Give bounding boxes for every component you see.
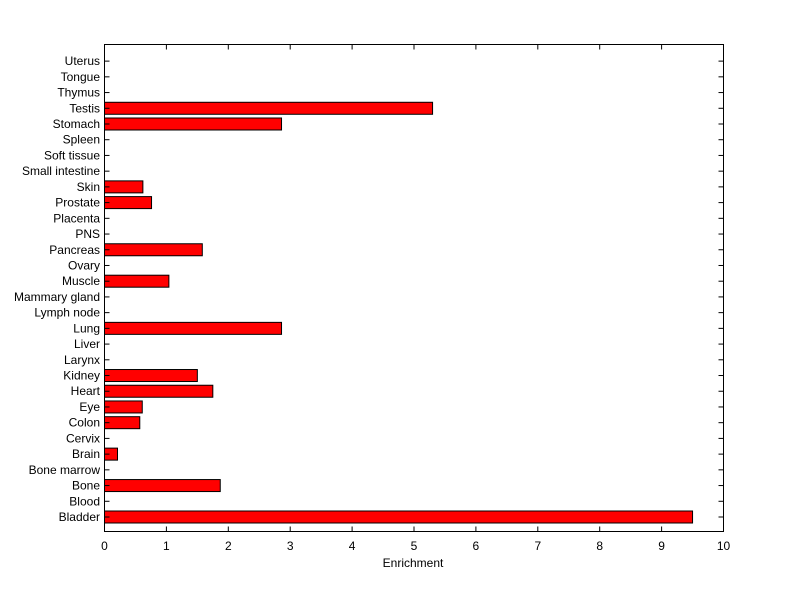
x-tick-label: 2	[225, 539, 232, 553]
y-tick-label: Ovary	[68, 258, 100, 272]
bar-skin	[104, 180, 144, 194]
y-tick-label: Stomach	[53, 117, 100, 131]
y-tick-label: Kidney	[63, 369, 100, 383]
y-tick-label: Testis	[69, 101, 100, 115]
ticks-group	[104, 44, 724, 532]
bar-pancreas	[104, 243, 203, 257]
x-tick-label: 1	[163, 539, 170, 553]
y-tick-label: Lung	[73, 321, 100, 335]
bar-bone	[104, 479, 221, 493]
x-tick-label: 5	[411, 539, 418, 553]
y-tick-label: Bladder	[59, 510, 100, 524]
y-tick-label: Spleen	[63, 133, 100, 147]
x-tick-label: 9	[658, 539, 665, 553]
bar-muscle	[104, 274, 170, 288]
y-tick-label: Cervix	[66, 431, 100, 445]
y-tick-label: Liver	[74, 337, 100, 351]
y-tick-label: Tongue	[61, 70, 101, 84]
y-tick-label: Eye	[79, 400, 100, 414]
x-tick-label: 0	[101, 539, 108, 553]
y-tick-label: Blood	[69, 494, 100, 508]
y-tick-label: Soft tissue	[44, 148, 100, 162]
y-tick-label: Skin	[77, 180, 100, 194]
bar-bladder	[104, 510, 694, 524]
bar-testis	[104, 101, 434, 115]
y-tick-label: Mammary gland	[14, 290, 100, 304]
x-tick-label: 3	[287, 539, 294, 553]
x-tick-label: 8	[596, 539, 603, 553]
y-tick-label: Small intestine	[22, 164, 100, 178]
plot-frame	[104, 44, 724, 532]
bar-kidney	[104, 369, 198, 383]
y-tick-label: Brain	[72, 447, 100, 461]
bar-stomach	[104, 117, 283, 131]
x-tick-label: 10	[717, 539, 731, 553]
bar-lung	[104, 321, 283, 335]
bar-eye	[104, 400, 143, 414]
y-tick-label: Heart	[71, 384, 101, 398]
x-tick-label: 4	[349, 539, 356, 553]
y-tick-label: Thymus	[57, 86, 100, 100]
y-tick-label: Colon	[69, 416, 100, 430]
y-tick-label: Muscle	[62, 274, 100, 288]
x-tick-label: 6	[473, 539, 480, 553]
y-tick-label: Bone	[72, 479, 100, 493]
y-tick-label: Bone marrow	[29, 463, 101, 477]
y-tick-label: Lymph node	[34, 306, 100, 320]
bar-colon	[104, 416, 141, 430]
bar-heart	[104, 384, 214, 398]
y-tick-label: Prostate	[55, 196, 100, 210]
y-tick-label: PNS	[75, 227, 100, 241]
bar-prostate	[104, 196, 153, 210]
y-tick-label: Uterus	[65, 54, 100, 68]
y-tick-label: Pancreas	[49, 243, 100, 257]
y-tick-label: Placenta	[53, 211, 100, 225]
x-axis-label: Enrichment	[383, 556, 444, 570]
y-tick-label: Larynx	[64, 353, 100, 367]
x-tick-label: 7	[534, 539, 541, 553]
